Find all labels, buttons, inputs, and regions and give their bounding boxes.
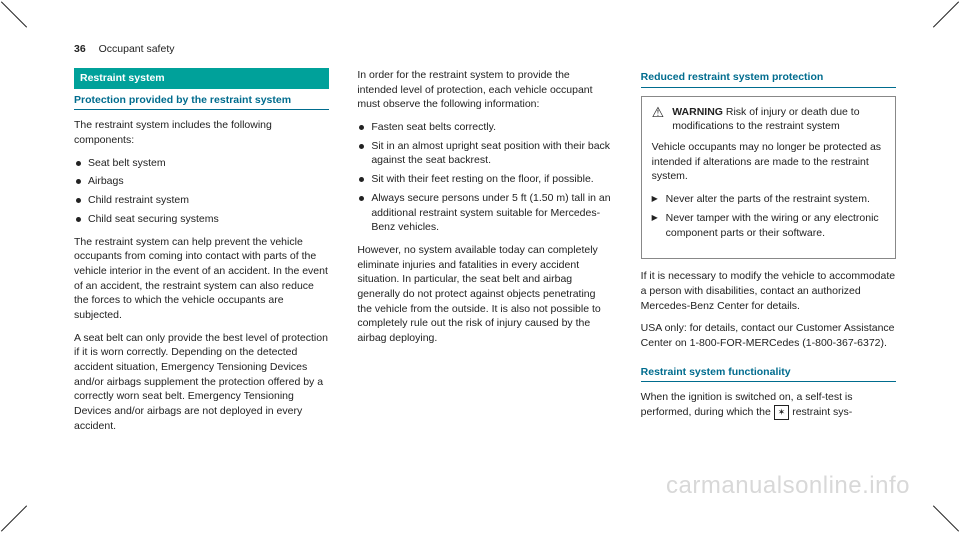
subheading-reduced: Reduced restraint system protection bbox=[641, 70, 896, 88]
body-text: The restraint system includes the follow… bbox=[74, 118, 329, 147]
body-text: When the ignition is switched on, a self… bbox=[641, 390, 896, 419]
page-content: Restraint system Protection provided by … bbox=[0, 0, 960, 481]
warning-label: WARNING bbox=[672, 106, 723, 118]
body-text: USA only: for details, contact our Custo… bbox=[641, 321, 896, 350]
page-number: 36 bbox=[74, 43, 86, 55]
observation-list: Fasten seat belts correctly. Sit in an a… bbox=[357, 120, 612, 235]
list-item: Always secure persons under 5 ft (1.50 m… bbox=[357, 191, 612, 235]
body-text: In order for the restraint system to pro… bbox=[357, 68, 612, 112]
subheading-protection: Protection provided by the restraint sys… bbox=[74, 93, 329, 111]
warning-box: ⚠ WARNING Risk of injury or death due to… bbox=[641, 96, 896, 260]
column-1: Restraint system Protection provided by … bbox=[74, 42, 329, 441]
crop-mark-tl bbox=[0, 0, 28, 28]
body-text: However, no system available today can c… bbox=[357, 243, 612, 346]
list-item: Airbags bbox=[74, 174, 329, 189]
body-text: The restraint system can help prevent th… bbox=[74, 235, 329, 323]
body-text: If it is necessary to modify the vehicle… bbox=[641, 269, 896, 313]
list-item: Child seat securing systems bbox=[74, 212, 329, 227]
crop-mark-tr bbox=[932, 0, 960, 28]
page-header: 36 Occupant safety bbox=[74, 42, 174, 57]
section-bar: Restraint system bbox=[74, 68, 329, 89]
subheading-functionality: Restraint system functionality bbox=[641, 365, 896, 383]
body-text: A seat belt can only provide the best le… bbox=[74, 331, 329, 434]
list-item: Never alter the parts of the restraint s… bbox=[652, 192, 885, 207]
restraint-lamp-icon: ✶ bbox=[774, 405, 790, 420]
column-2: In order for the restraint system to pro… bbox=[357, 42, 612, 441]
column-3: Reduced restraint system protection ⚠ WA… bbox=[641, 42, 896, 441]
warning-body: Vehicle occupants may no longer be prote… bbox=[652, 140, 885, 184]
list-item: Never tamper with the wiring or any elec… bbox=[652, 211, 885, 240]
warning-icon: ⚠ bbox=[652, 105, 665, 119]
list-item: Child restraint system bbox=[74, 193, 329, 208]
watermark: carmanualsonline.info bbox=[666, 469, 910, 503]
section-name: Occupant safety bbox=[99, 43, 175, 55]
list-item: Sit with their feet resting on the floor… bbox=[357, 172, 612, 187]
warning-header: ⚠ WARNING Risk of injury or death due to… bbox=[652, 105, 885, 134]
warning-action-list: Never alter the parts of the restraint s… bbox=[652, 192, 885, 240]
list-item: Seat belt system bbox=[74, 156, 329, 171]
text-fragment: restraint sys- bbox=[789, 406, 852, 418]
warning-title-line: WARNING Risk of injury or death due to m… bbox=[672, 105, 885, 134]
crop-mark-bl bbox=[0, 505, 28, 533]
list-item: Fasten seat belts correctly. bbox=[357, 120, 612, 135]
component-list: Seat belt system Airbags Child restraint… bbox=[74, 156, 329, 227]
crop-mark-br bbox=[932, 505, 960, 533]
list-item: Sit in an almost upright seat position w… bbox=[357, 139, 612, 168]
